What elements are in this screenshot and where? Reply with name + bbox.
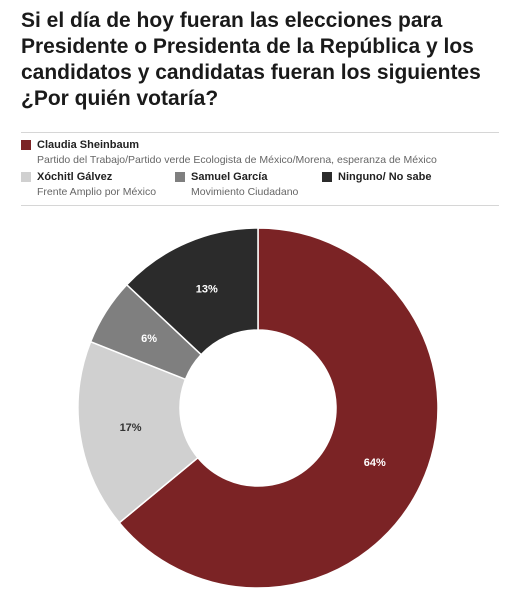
legend-swatch-garcia <box>175 172 185 182</box>
legend-sub-sheinbaum: Partido del Trabajo/Partido verde Ecolog… <box>37 154 437 166</box>
slice-label-galvez: 17% <box>120 422 142 434</box>
legend-sub-garcia: Movimiento Ciudadano <box>191 186 299 198</box>
legend-label-ninguno: Ninguno/ No sabe <box>338 171 432 183</box>
donut-chart: 64% 17% 6% 13% <box>77 227 439 589</box>
legend-swatch-ninguno <box>322 172 332 182</box>
legend-label-sheinbaum: Claudia Sheinbaum <box>37 139 140 151</box>
legend-swatch-galvez <box>21 172 31 182</box>
legend-item-ninguno: Ninguno/ No sabe <box>322 171 432 183</box>
slice-label-garcia: 6% <box>141 333 157 345</box>
slice-label-sheinbaum: 64% <box>364 457 386 469</box>
legend-swatch-sheinbaum <box>21 140 31 150</box>
slice-label-ninguno: 13% <box>196 284 218 296</box>
chart-title: Si el día de hoy fueran las elecciones p… <box>21 9 481 110</box>
legend: Claudia Sheinbaum Partido del Trabajo/Pa… <box>21 132 499 206</box>
legend-item-garcia: Samuel García <box>175 171 267 183</box>
legend-label-galvez: Xóchitl Gálvez <box>37 171 113 183</box>
slice-ninguno <box>125 227 259 356</box>
legend-item-galvez: Xóchitl Gálvez <box>21 171 112 183</box>
legend-sub-galvez: Frente Amplio por México <box>37 186 157 198</box>
legend-item-sheinbaum: Claudia Sheinbaum <box>21 139 139 151</box>
slice-galvez <box>77 340 199 524</box>
slice-sheinbaum <box>118 227 439 589</box>
legend-label-garcia: Samuel García <box>191 171 268 183</box>
